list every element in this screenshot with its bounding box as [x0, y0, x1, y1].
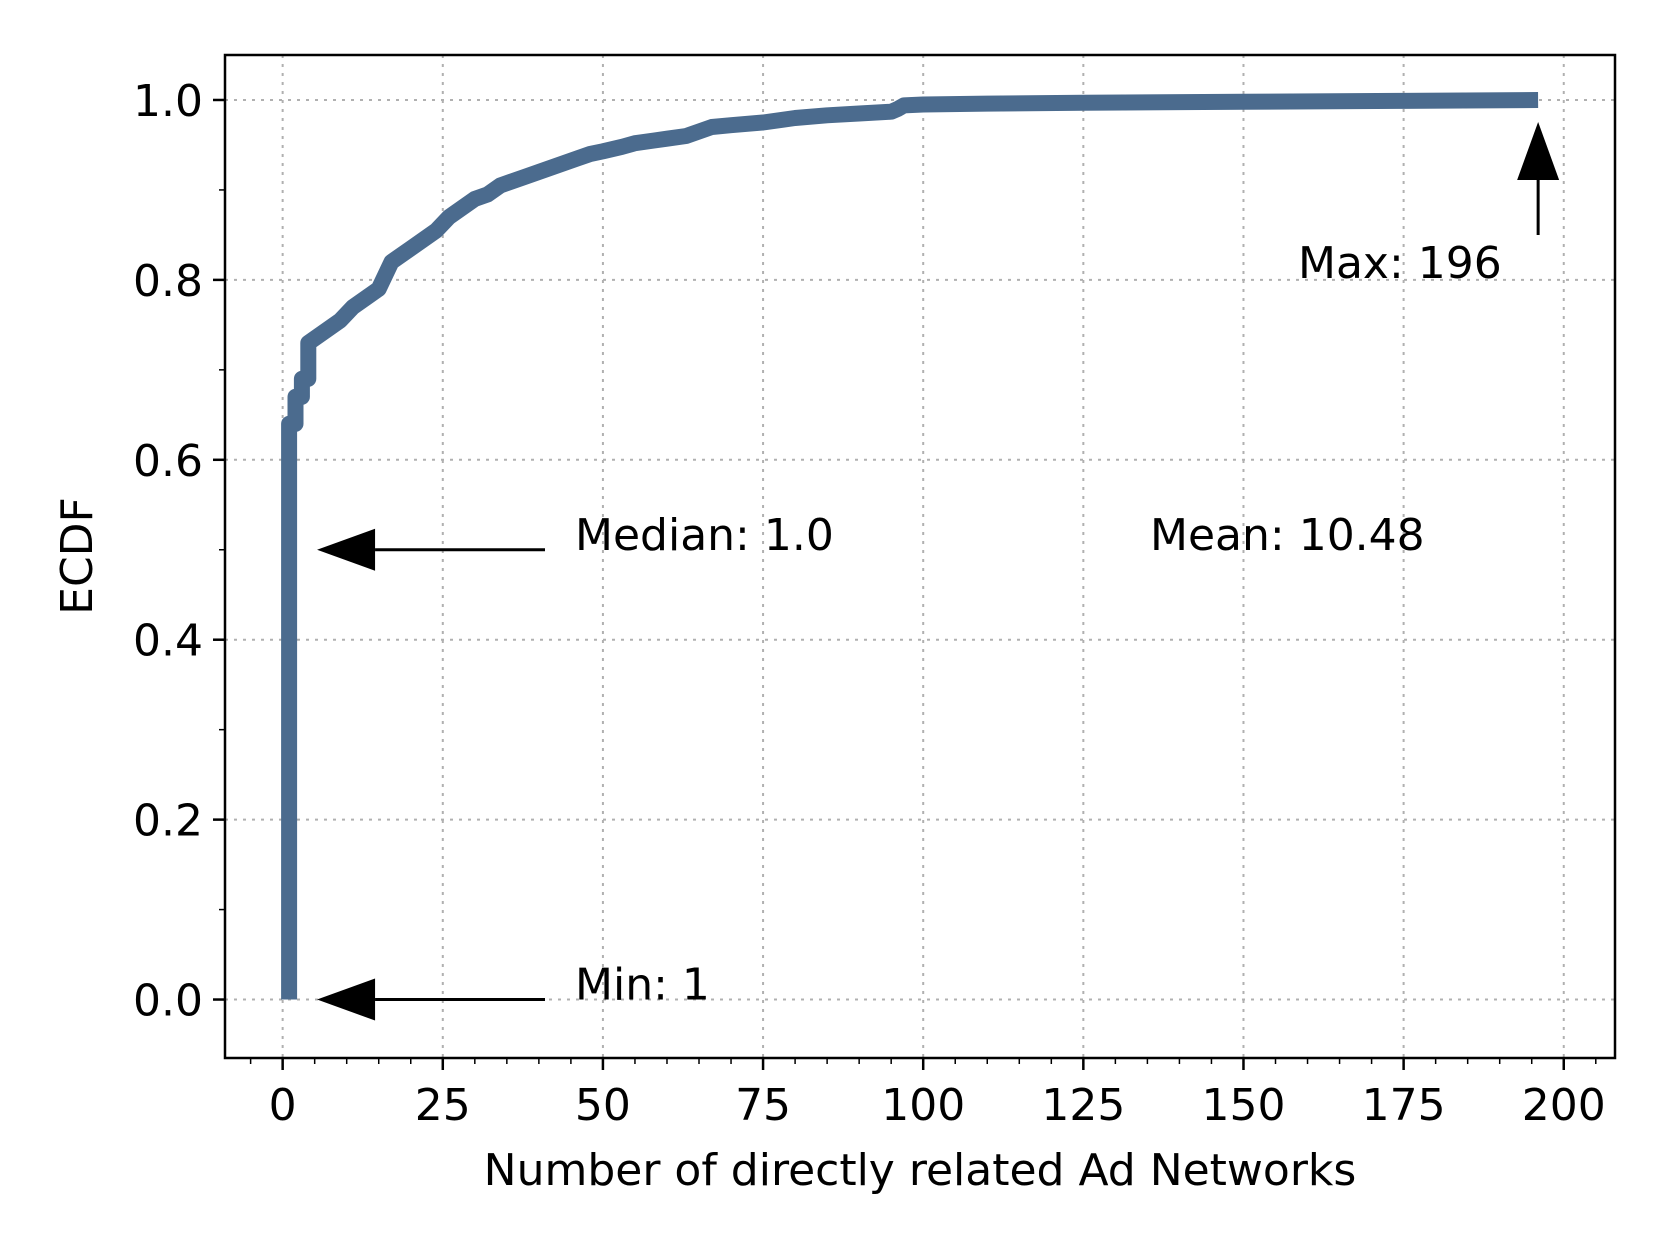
plot-frame	[223, 53, 1617, 1060]
x-tick-label: 200	[1522, 1080, 1606, 1131]
median-label: Median: 1.0	[575, 510, 834, 561]
annotations: Min: 1 Median: 1.0 Mean: 10.48 Max: 196	[317, 121, 1560, 1021]
x-tick-label: 125	[1041, 1080, 1125, 1131]
x-tick-label: 150	[1201, 1080, 1285, 1131]
y-tick-label: 0.2	[133, 796, 203, 847]
x-tick-label: 175	[1362, 1080, 1446, 1131]
y-tick-label: 0.6	[133, 436, 203, 487]
min-label: Min: 1	[575, 960, 710, 1011]
y-tick-label: 0.4	[133, 616, 203, 667]
y-tick-label: 0.0	[133, 976, 203, 1027]
x-tick-label: 75	[735, 1080, 791, 1131]
y-axis-label: ECDF	[52, 497, 103, 615]
y-tick-label: 1.0	[133, 76, 203, 127]
ecdf-line	[281, 92, 1539, 1000]
arrowhead	[317, 978, 376, 1021]
arrowhead	[1517, 121, 1560, 180]
axis-ticks: 0 25 50 75 100 125 150 175 200 0.0 0.2 0.4 0.6 0.8 1.0	[133, 76, 1606, 1131]
y-tick-label: 0.8	[133, 256, 203, 307]
max-label: Max: 196	[1298, 238, 1502, 289]
x-tick-label: 100	[881, 1080, 965, 1131]
min-arrow	[317, 978, 545, 1021]
x-tick-label: 50	[575, 1080, 631, 1131]
max-arrow	[1517, 121, 1560, 235]
mean-label: Mean: 10.48	[1150, 510, 1425, 561]
x-tick-label: 25	[415, 1080, 471, 1131]
median-arrow	[317, 528, 545, 571]
arrowhead	[317, 528, 376, 571]
series-line	[281, 92, 1539, 1000]
x-axis-label: Number of directly related Ad Networks	[484, 1145, 1357, 1196]
x-tick-label: 0	[269, 1080, 297, 1131]
